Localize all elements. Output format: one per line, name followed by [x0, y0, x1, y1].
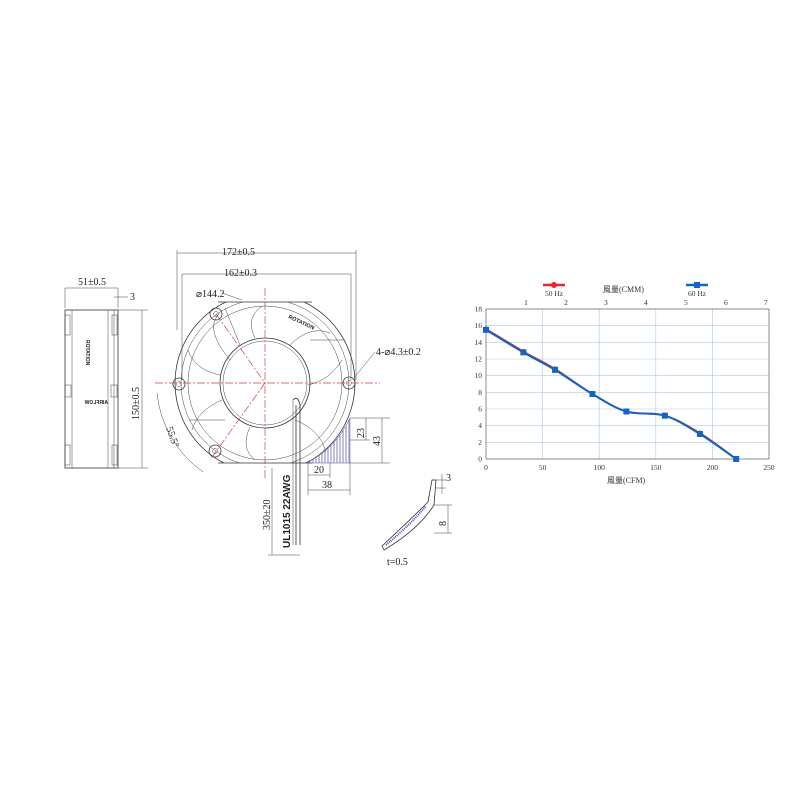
data-point	[520, 349, 527, 356]
side-rotation-label: ROTATION	[84, 340, 90, 366]
y-tick-label: 10	[475, 371, 483, 380]
legend-marker	[694, 282, 700, 288]
clip-dim-3: 3	[446, 473, 451, 484]
x-tick-label: 100	[594, 463, 606, 472]
data-point	[733, 456, 740, 462]
data-point	[623, 408, 630, 415]
dim-43: 43	[372, 436, 383, 446]
lead-length-dim: 350±20	[262, 500, 273, 531]
side-thickness-dim: 3	[130, 292, 135, 303]
side-view	[64, 287, 148, 469]
dim-23: 23	[356, 428, 367, 438]
y-tick-label: 8	[478, 388, 482, 397]
legend-label: 60 Hz	[688, 289, 707, 298]
series-line-50-hz	[485, 328, 737, 460]
x2-tick-label: 2	[564, 298, 568, 307]
legend-label: 50 Hz	[545, 289, 564, 298]
x2-tick-label: 1	[524, 298, 528, 307]
y-tick-label: 18	[475, 305, 483, 314]
clip-dim-8: 8	[438, 521, 449, 526]
diameter-dim: ⌀144.2	[196, 289, 225, 300]
x2-tick-label: 7	[764, 298, 768, 307]
y-tick-label: 0	[478, 455, 482, 464]
y-tick-label: 16	[475, 321, 483, 330]
y-tick-label: 6	[478, 405, 482, 414]
hole-pitch-dim: 162±0.3	[224, 268, 257, 279]
data-point	[696, 431, 703, 437]
x2-axis-title: 風量(CMM)	[603, 285, 644, 294]
clip-thickness: t=0.5	[387, 557, 408, 568]
x2-tick-label: 4	[644, 298, 648, 307]
dim-20: 20	[314, 465, 324, 476]
side-width-dim: 51±0.5	[78, 277, 106, 288]
plot-frame	[485, 308, 770, 460]
x-tick-label: 50	[539, 463, 547, 472]
x-tick-label: 150	[650, 463, 662, 472]
x2-tick-label: 3	[604, 298, 608, 307]
data-point	[483, 326, 489, 333]
y-tick-label: 2	[478, 438, 482, 447]
x2-tick-label: 6	[724, 298, 728, 307]
wire-spec: UL1015 22AWG	[282, 474, 293, 548]
data-point	[552, 366, 559, 373]
data-point	[589, 391, 596, 397]
x-tick-label: 0	[484, 463, 488, 472]
side-airflow-label: AIRFLOW	[84, 400, 108, 406]
x-tick-label: 200	[707, 463, 719, 472]
legend-marker	[551, 282, 557, 288]
x-axis-title: 風量(CFM)	[607, 476, 646, 485]
x-tick-label: 250	[763, 463, 775, 472]
y-tick-label: 4	[478, 421, 482, 430]
dim-38: 38	[322, 480, 332, 491]
outer-width-dim: 172±0.5	[222, 247, 255, 258]
data-point	[661, 412, 668, 419]
angle-dim: 55.5°	[163, 425, 181, 449]
clip-detail	[381, 474, 452, 551]
front-view	[155, 250, 390, 556]
side-height-dim: 150±0.5	[131, 387, 142, 420]
x2-tick-label: 5	[684, 298, 688, 307]
y-tick-label: 14	[475, 338, 483, 347]
y-tick-label: 12	[475, 355, 483, 364]
holes-dim: 4-⌀4.3±0.2	[376, 347, 421, 358]
front-rotation-label: ROTATION	[287, 314, 315, 331]
